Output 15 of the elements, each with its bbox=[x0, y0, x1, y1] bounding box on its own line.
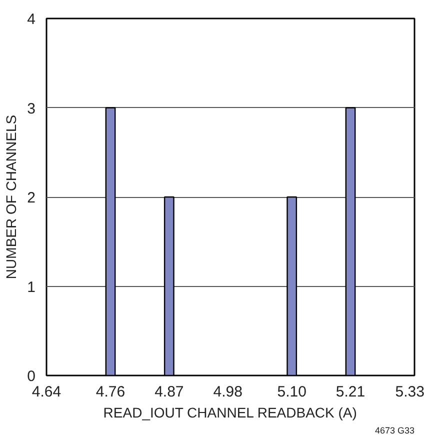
y-tick-label: 2 bbox=[27, 190, 36, 206]
y-tick-label: 4 bbox=[27, 11, 36, 28]
y-tick-label: 0 bbox=[27, 368, 36, 385]
y-tick-label: 1 bbox=[27, 278, 36, 296]
y-axis-title: NUMBER OF CHANNELS bbox=[3, 114, 20, 280]
x-tick-label: 5.10 bbox=[277, 384, 306, 400]
x-axis-title: READ_IOUT CHANNEL READBACK (A) bbox=[103, 404, 357, 420]
text: 4673 G33 bbox=[374, 426, 415, 435]
x-tick-label: 4.87 bbox=[154, 384, 184, 400]
x-tick-label: 4.64 bbox=[32, 384, 62, 400]
x-tick-label: 4.98 bbox=[213, 384, 242, 400]
x-tick-label: 5.21 bbox=[336, 384, 366, 400]
x-tick-label: 5.33 bbox=[395, 384, 424, 400]
y-tick-label: 3 bbox=[27, 100, 36, 118]
x-tick-label: 4.76 bbox=[96, 384, 126, 400]
